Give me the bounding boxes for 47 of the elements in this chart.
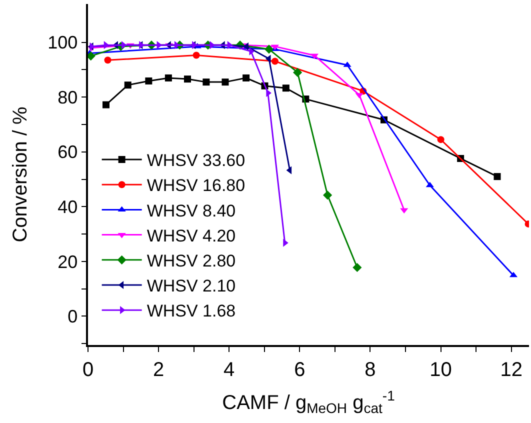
y-tick-label: 0 xyxy=(68,306,78,327)
point xyxy=(192,52,200,59)
point xyxy=(222,78,229,86)
x-tick-label: 12 xyxy=(500,358,522,381)
point xyxy=(352,262,362,272)
point xyxy=(264,44,274,54)
point xyxy=(184,76,191,83)
x-tick-label: 0 xyxy=(82,358,94,381)
y-tick-label: 40 xyxy=(58,196,78,217)
x-tick-label: 6 xyxy=(294,358,306,381)
point xyxy=(426,182,434,188)
y-tick-label: 80 xyxy=(58,87,78,108)
legend-label: WHSV 8.40 xyxy=(146,201,236,220)
legend-label: WHSV 2.80 xyxy=(146,252,236,271)
point xyxy=(494,173,501,180)
y-tick-label: 20 xyxy=(58,252,78,272)
point xyxy=(282,84,290,92)
x-tick-label: 2 xyxy=(152,358,164,381)
point xyxy=(227,41,233,50)
point xyxy=(202,78,210,86)
point xyxy=(323,190,332,200)
point xyxy=(437,136,444,144)
point xyxy=(293,68,302,78)
y-tick-label: 60 xyxy=(58,142,78,162)
point xyxy=(164,74,172,82)
point xyxy=(104,56,112,64)
point xyxy=(242,74,250,82)
legend-label: WHSV 33.60 xyxy=(146,151,246,170)
x-tick-label: 8 xyxy=(364,358,376,381)
legend-label: WHSV 4.20 xyxy=(146,226,236,246)
point xyxy=(174,41,180,50)
x-tick-label: 10 xyxy=(430,358,452,381)
legend-label: WHSV 16.80 xyxy=(146,176,246,196)
point xyxy=(156,41,162,50)
x-tick-label: 4 xyxy=(224,358,235,381)
legend-label: WHSV 2.10 xyxy=(146,276,236,296)
y-axis-title: Conversion / % xyxy=(10,106,32,242)
point xyxy=(104,41,110,50)
point xyxy=(124,82,132,89)
point xyxy=(286,166,292,174)
y-tick-label: 100 xyxy=(48,32,78,53)
point xyxy=(265,54,271,63)
legend-label: WHSV 1.68 xyxy=(146,302,236,321)
point xyxy=(102,101,110,108)
point xyxy=(271,58,278,65)
point xyxy=(145,77,152,84)
point xyxy=(243,42,249,50)
